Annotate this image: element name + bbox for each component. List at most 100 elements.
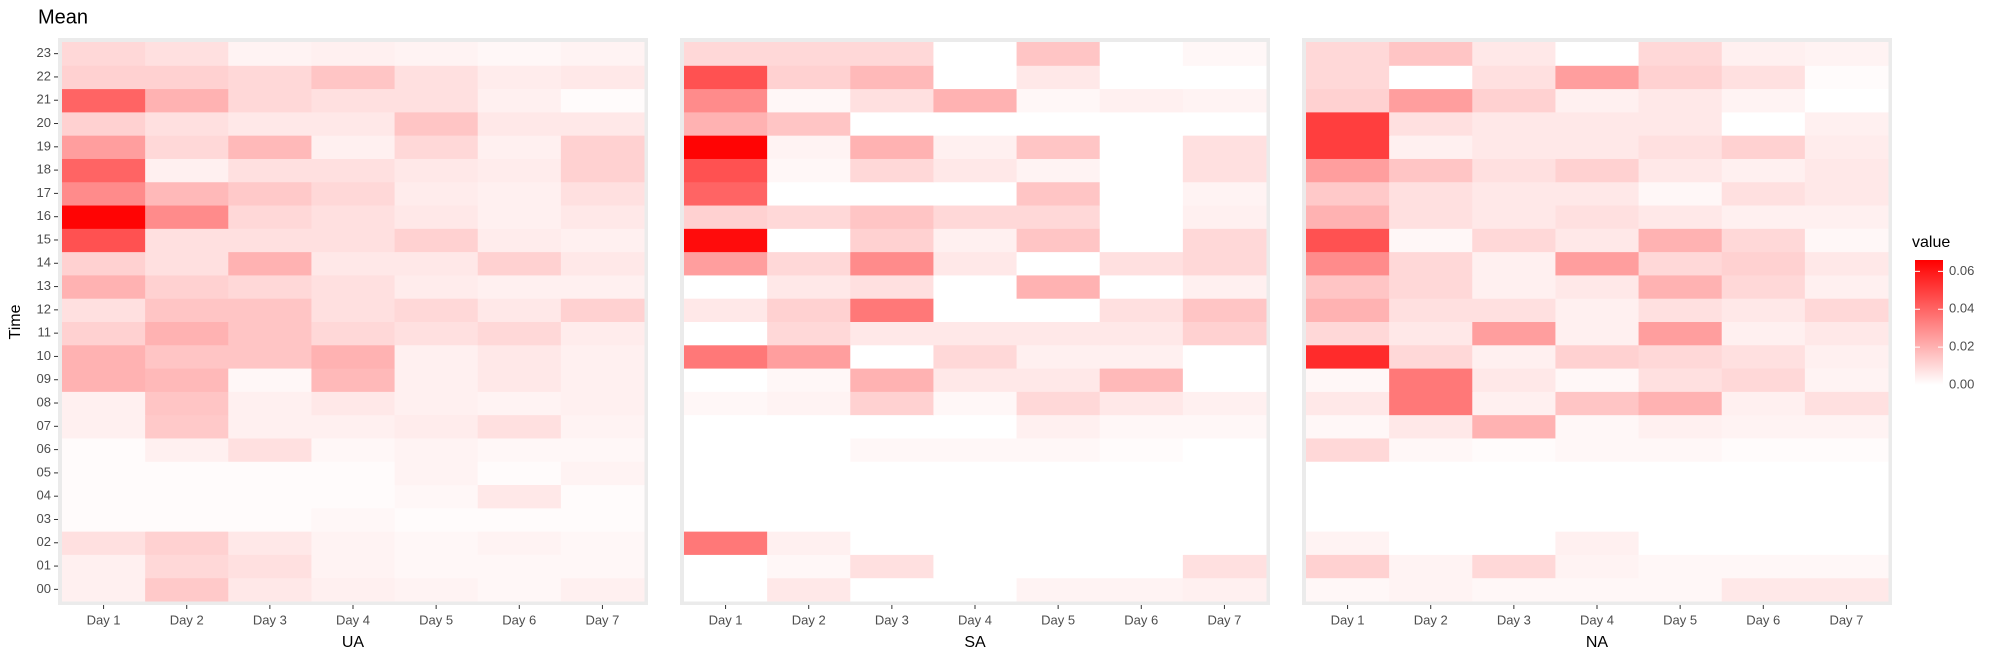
heat-cell <box>145 368 229 392</box>
heat-cell <box>62 88 146 113</box>
heat-cell <box>1099 65 1184 90</box>
heat-cell <box>62 42 146 66</box>
heat-cell <box>933 344 1018 369</box>
heat-cell <box>1182 531 1267 555</box>
heat-cell <box>1389 88 1473 113</box>
heat-cell <box>62 461 146 486</box>
heat-cell <box>1638 111 1723 136</box>
heat-cell <box>394 251 479 276</box>
heat-cell <box>1182 88 1267 113</box>
heat-cell <box>1182 158 1267 183</box>
heat-cell <box>1016 554 1101 579</box>
y-tick-label: 12 <box>37 301 51 316</box>
heat-cell <box>767 368 851 392</box>
heat-cell <box>145 484 229 509</box>
heat-cell <box>1555 437 1640 462</box>
heat-cell <box>145 298 229 322</box>
heat-cell <box>850 135 934 159</box>
heat-cell <box>1182 228 1267 253</box>
heat-cell <box>1555 414 1640 439</box>
heat-cell <box>767 577 851 602</box>
heat-cell <box>1389 368 1473 392</box>
heat-cell <box>933 484 1018 509</box>
heat-cell <box>1638 228 1723 253</box>
heat-cell <box>850 205 934 229</box>
heat-cell <box>477 437 562 462</box>
heat-cell <box>1389 461 1473 486</box>
heat-cell <box>1721 484 1806 509</box>
heat-cell <box>1721 321 1806 346</box>
color-bar <box>1915 260 1943 385</box>
heat-cell <box>1306 88 1390 113</box>
heat-cell <box>394 368 479 392</box>
y-tick-label: 14 <box>37 255 51 270</box>
heat-cell <box>684 65 768 90</box>
heat-cell <box>933 228 1018 253</box>
heat-cell <box>311 298 396 322</box>
heat-cell <box>477 251 562 276</box>
heat-cell <box>850 577 934 602</box>
heat-cell <box>145 391 229 416</box>
heat-cell <box>933 461 1018 486</box>
legend-tick-label: 0.06 <box>1949 263 1974 278</box>
heat-cell <box>62 321 146 346</box>
heat-cell <box>228 391 312 416</box>
heat-cell <box>1389 507 1473 532</box>
heat-cell <box>477 414 562 439</box>
heat-cell <box>1389 228 1473 253</box>
heat-cell <box>767 274 851 299</box>
heat-cell <box>850 484 934 509</box>
heat-cell <box>477 42 562 66</box>
heat-cell <box>1182 461 1267 486</box>
heat-cell <box>1555 228 1640 253</box>
heat-cell <box>684 251 768 276</box>
heat-cell <box>850 181 934 206</box>
heat-cell <box>933 158 1018 183</box>
heat-cell <box>145 437 229 462</box>
heat-cell <box>1389 181 1473 206</box>
heat-cell <box>933 368 1018 392</box>
heat-cell <box>1472 391 1556 416</box>
heat-cell <box>1389 65 1473 90</box>
heat-cell <box>1472 437 1556 462</box>
heat-cell <box>933 42 1018 66</box>
y-tick-label: 07 <box>37 418 51 433</box>
heat-cell <box>1472 251 1556 276</box>
heat-cell <box>1721 344 1806 369</box>
heat-cell <box>1389 484 1473 509</box>
heat-cell <box>850 437 934 462</box>
heat-cell <box>1182 391 1267 416</box>
heat-cell <box>850 65 934 90</box>
x-tick-label: Day 7 <box>1207 612 1241 627</box>
x-tick-label: Day 6 <box>1746 612 1780 627</box>
heat-cell <box>477 158 562 183</box>
heat-cell <box>767 344 851 369</box>
heat-cell <box>1182 507 1267 532</box>
heat-cell <box>1472 274 1556 299</box>
heat-cell <box>228 554 312 579</box>
heat-cell <box>1389 577 1473 602</box>
heat-cell <box>933 414 1018 439</box>
heat-cell <box>1016 111 1101 136</box>
heat-cell <box>1804 251 1889 276</box>
heat-cell <box>1182 111 1267 136</box>
heat-cell <box>477 205 562 229</box>
heat-cell <box>1555 298 1640 322</box>
heat-cell <box>560 274 645 299</box>
heat-cell <box>477 181 562 206</box>
heat-cell <box>311 507 396 532</box>
heat-cell <box>394 205 479 229</box>
heat-cell <box>145 251 229 276</box>
heat-cell <box>1721 205 1806 229</box>
heat-cell <box>1472 205 1556 229</box>
heat-cell <box>1099 42 1184 66</box>
heat-cell <box>1555 368 1640 392</box>
heat-cell <box>228 111 312 136</box>
heat-cell <box>1099 228 1184 253</box>
heat-cell <box>62 344 146 369</box>
heat-cell <box>684 205 768 229</box>
heat-cell <box>1721 88 1806 113</box>
heat-cell <box>1804 344 1889 369</box>
heat-cell <box>1804 461 1889 486</box>
